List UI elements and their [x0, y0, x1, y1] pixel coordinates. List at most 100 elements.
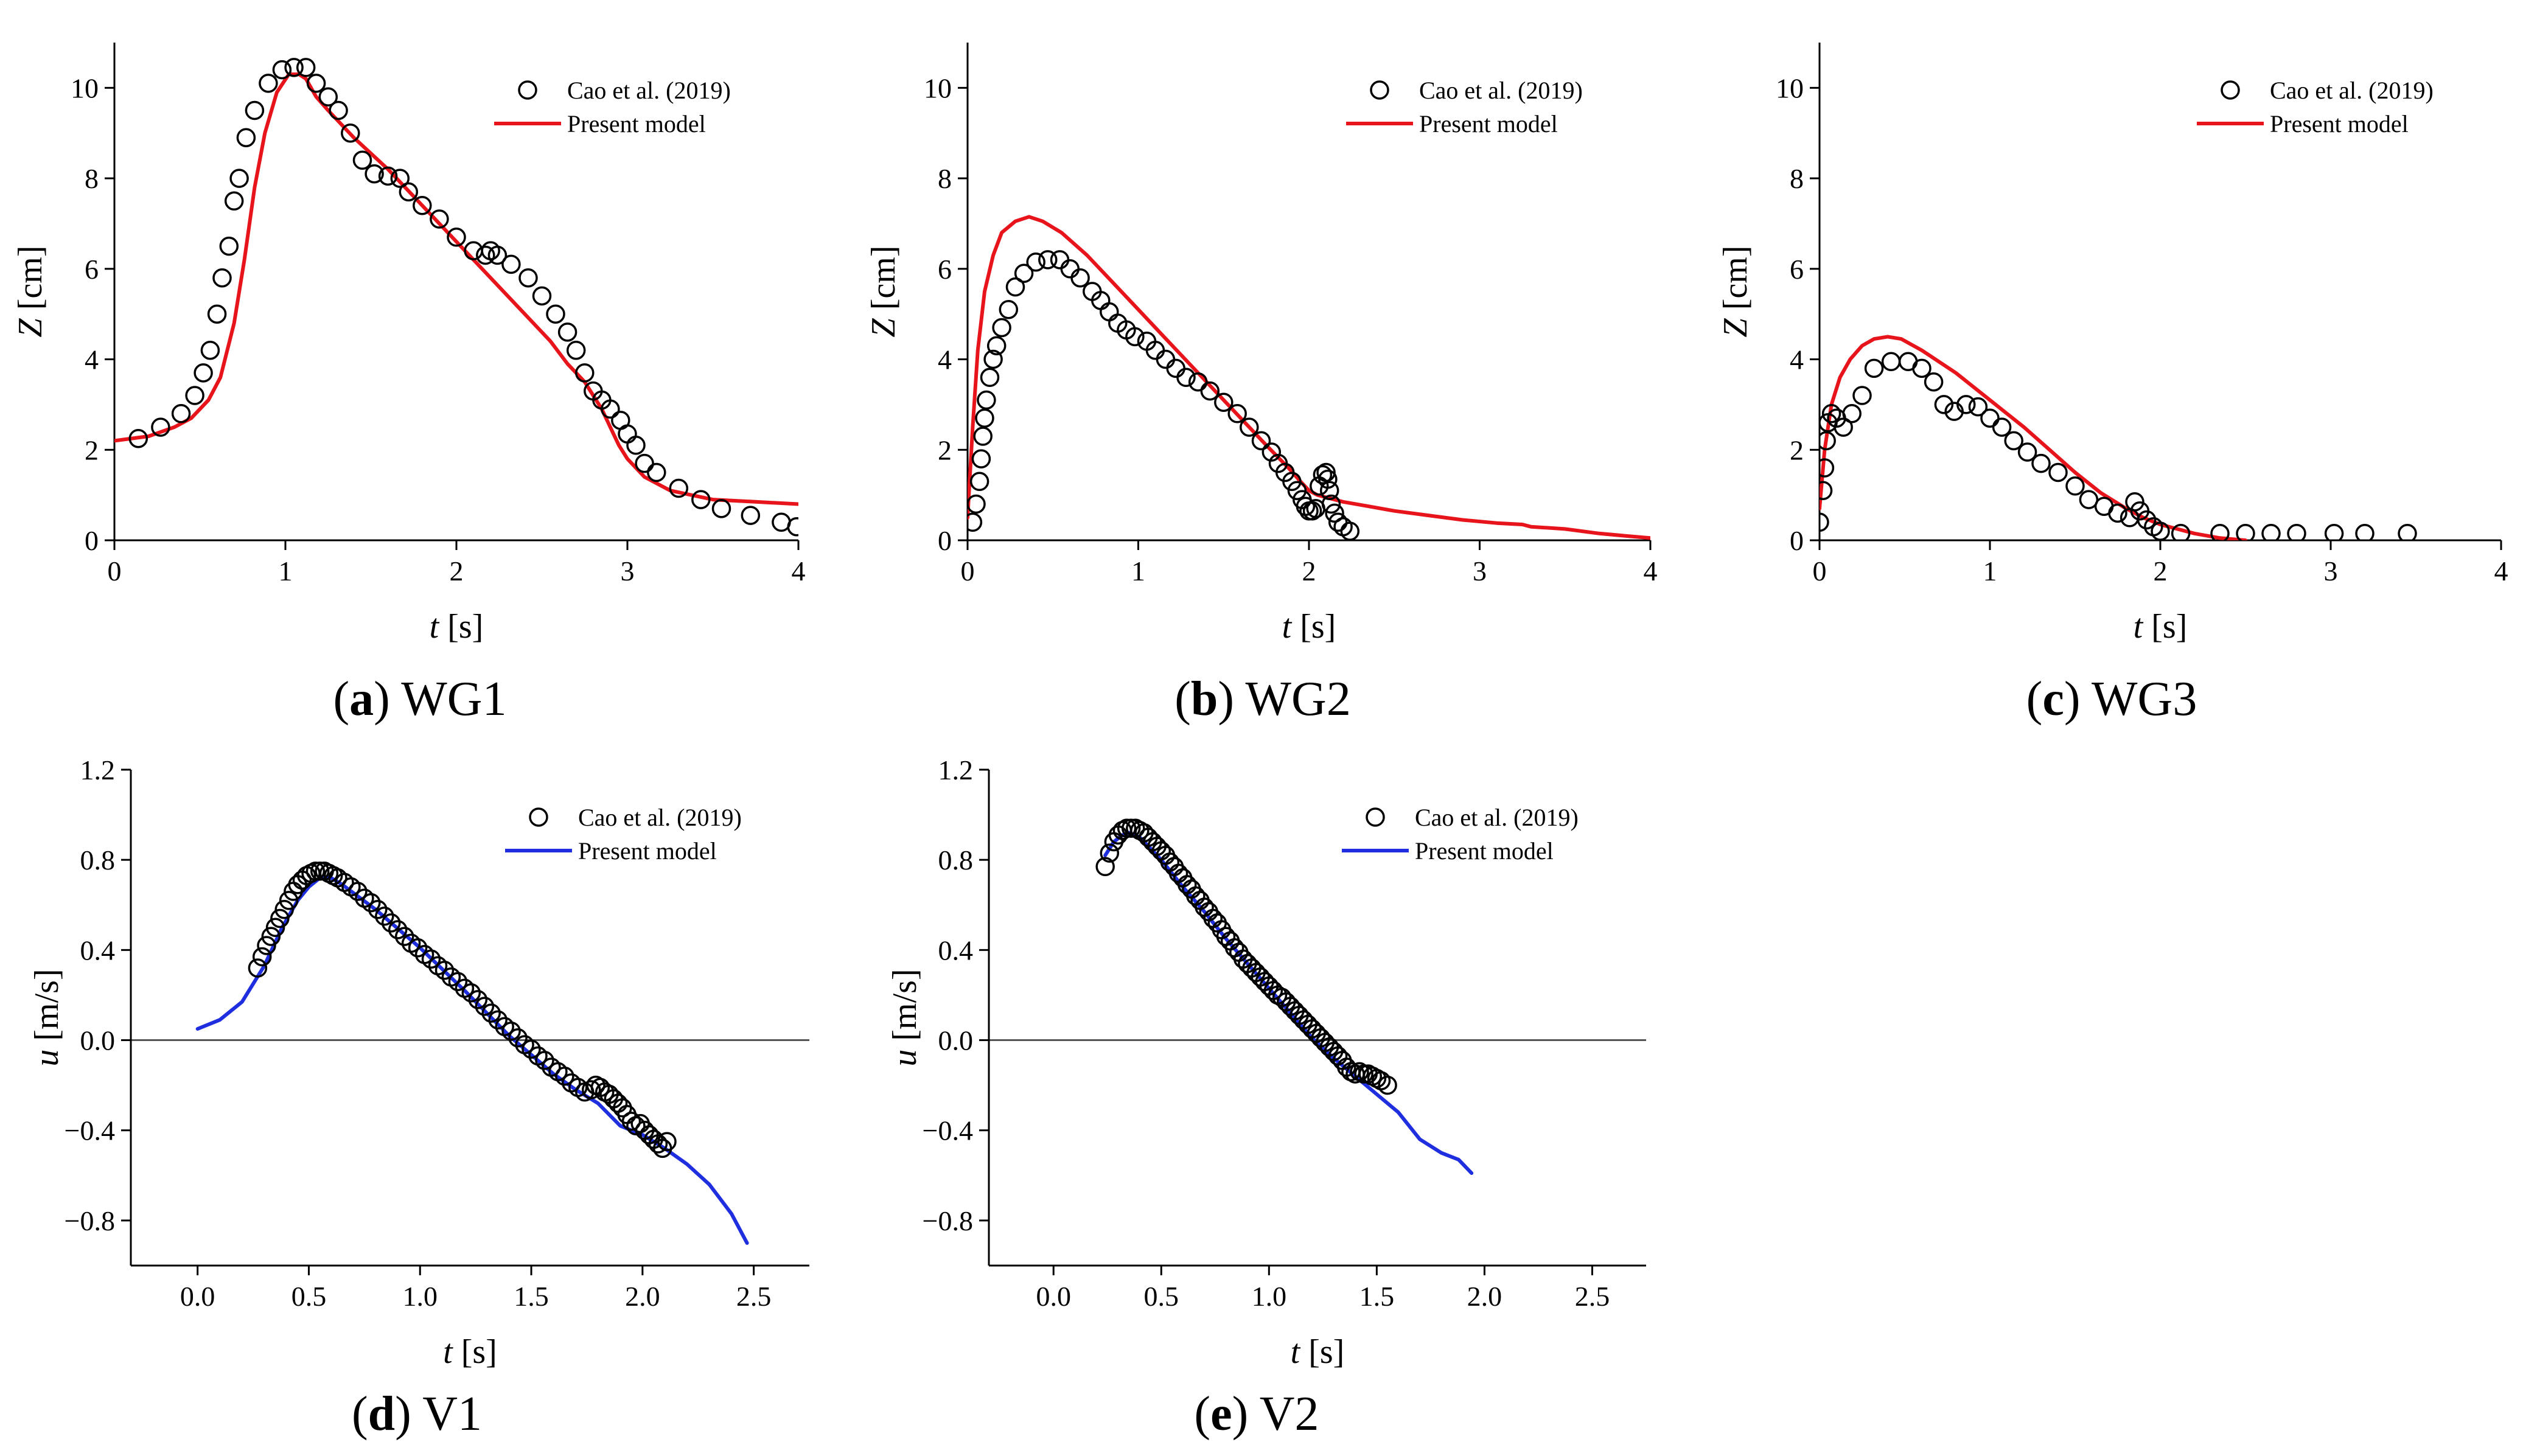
y-tick-label: 0.8	[938, 845, 974, 876]
data-point-cao-2019	[265, 918, 285, 938]
data-point-cao-2019	[272, 60, 292, 80]
data-point-cao-2019	[394, 927, 414, 946]
chart-panel-1: 0 1 2 3 4 0 2 4 6 8 10 t [s] Z [cm] Cao et al. (2019)…	[12, 43, 806, 646]
y-axis-var: Z	[12, 318, 49, 337]
data-point-cao-2019	[368, 899, 388, 919]
data-point-cao-2019	[657, 1132, 677, 1152]
x-axis-unit: [s]	[2143, 608, 2187, 646]
data-point-cao-2019	[245, 100, 265, 120]
data-point-cao-2019	[557, 322, 578, 342]
y-tick-label: −0.8	[65, 1205, 115, 1236]
data-point-cao-2019	[261, 927, 281, 946]
data-point-cao-2019	[711, 499, 731, 518]
data-point-cao-2019	[980, 367, 1000, 388]
x-axis-var: t	[1291, 1333, 1301, 1371]
legend: Cao et al. (2019) Present model	[494, 77, 731, 138]
data-point-cao-2019	[626, 436, 646, 455]
data-point-cao-2019	[1095, 857, 1115, 877]
x-tick-label: 2	[2154, 556, 2168, 587]
y-tick-label: 2	[938, 434, 952, 465]
y-tick-label: −0.8	[923, 1205, 973, 1236]
x-tick-label: 1.0	[1252, 1281, 1287, 1312]
data-point-cao-2019	[969, 472, 989, 492]
legend-label-model: Present model	[578, 837, 717, 865]
caption-b-letter: b	[1191, 672, 1218, 726]
data-point-cao-2019	[1100, 843, 1120, 863]
data-point-cao-2019	[555, 1067, 574, 1086]
data-point-cao-2019	[1325, 503, 1344, 523]
data-point-cao-2019	[1251, 431, 1271, 451]
x-tick-label: 0	[1813, 556, 1827, 587]
data-point-cao-2019	[986, 336, 1007, 355]
data-point-cao-2019	[1934, 395, 1954, 414]
data-point-cao-2019	[581, 1080, 601, 1099]
data-point-cao-2019	[200, 340, 220, 360]
y-tick-label: 1.2	[938, 754, 974, 785]
data-point-cao-2019	[1924, 372, 1944, 392]
x-tick-label: 2	[450, 556, 464, 587]
data-point-cao-2019	[194, 363, 213, 383]
data-point-cao-2019	[224, 191, 244, 211]
data-point-cao-2019	[1820, 512, 1829, 532]
y-tick-label: 6	[1790, 254, 1804, 285]
y-axis-unit: [cm]	[865, 246, 902, 319]
data-point-cao-2019	[508, 1028, 528, 1048]
data-point-cao-2019	[532, 286, 552, 306]
legend-label-cao: Cao et al. (2019)	[578, 804, 742, 831]
data-point-cao-2019	[171, 404, 191, 423]
x-tick-label: 2.0	[1467, 1281, 1502, 1312]
caption-b-title: WG2	[1246, 672, 1351, 726]
x-axis-var: t	[1282, 608, 1293, 646]
legend-marker-icon	[529, 807, 548, 827]
caption-e-title: V2	[1260, 1387, 1319, 1441]
x-tick-label: 1	[1983, 556, 1997, 587]
data-point-cao-2019	[2151, 521, 2170, 540]
data-point-cao-2019	[566, 340, 586, 360]
x-tick-label: 0.0	[180, 1281, 215, 1312]
data-point-cao-2019	[1166, 358, 1185, 378]
data-point-cao-2019	[185, 386, 204, 405]
x-tick-label: 4	[2494, 556, 2508, 587]
data-point-cao-2019	[219, 236, 239, 256]
x-tick-label: 3	[1473, 556, 1487, 587]
data-point-cao-2019	[1842, 404, 1862, 423]
caption-a: (a) WG1	[333, 672, 506, 726]
data-point-cao-2019	[1319, 481, 1339, 500]
data-point-cao-2019	[2048, 462, 2068, 482]
data-point-cao-2019	[999, 299, 1019, 319]
x-tick-label: 1.0	[402, 1281, 438, 1312]
data-point-cao-2019	[399, 182, 419, 202]
data-point-cao-2019	[1026, 252, 1045, 272]
data-point-cao-2019	[1328, 512, 1348, 532]
y-tick-label: −0.4	[923, 1115, 973, 1146]
plot-area	[195, 861, 749, 1245]
data-point-cao-2019	[257, 936, 276, 955]
data-point-cao-2019	[468, 990, 488, 1009]
y-axis-var: u	[28, 1050, 66, 1067]
caption-d-letter: d	[368, 1387, 396, 1441]
x-tick-label: 0.0	[1036, 1281, 1071, 1312]
data-point-cao-2019	[252, 947, 272, 967]
x-tick-label: 2.5	[1575, 1281, 1610, 1312]
x-tick-label: 0	[108, 556, 122, 587]
y-tick-label: 0.0	[80, 1025, 116, 1056]
chart-panel-5: 0.0 0.5 1.0 1.5 2.0 2.5 −0.8 −0.4 0.0 0.4 0.8 1.2 t …	[886, 754, 1646, 1371]
caption-c-title: WG3	[2092, 672, 2197, 726]
y-tick-label: 6	[938, 254, 952, 285]
y-tick-label: 0.8	[80, 845, 116, 876]
x-tick-label: 0	[961, 556, 975, 587]
legend: Cao et al. (2019) Present model	[1346, 77, 1583, 138]
caption-a-title: WG1	[401, 672, 506, 726]
data-point-cao-2019	[2398, 524, 2417, 540]
series-line-present-model	[968, 215, 1650, 540]
data-point-cao-2019	[1820, 481, 1833, 500]
y-tick-label: 10	[71, 72, 99, 103]
data-point-cao-2019	[378, 166, 398, 186]
data-point-cao-2019	[2031, 453, 2051, 473]
chart-panel-2: 0 1 2 3 4 0 2 4 6 8 10 t [s] Z [cm] Cao et al. (2019)…	[865, 43, 1658, 646]
x-axis-label: t [s]	[2134, 608, 2188, 646]
data-point-cao-2019	[983, 349, 1003, 369]
data-point-cao-2019	[318, 87, 338, 106]
data-point-cao-2019	[329, 100, 348, 120]
y-tick-label: 10	[1776, 72, 1804, 103]
